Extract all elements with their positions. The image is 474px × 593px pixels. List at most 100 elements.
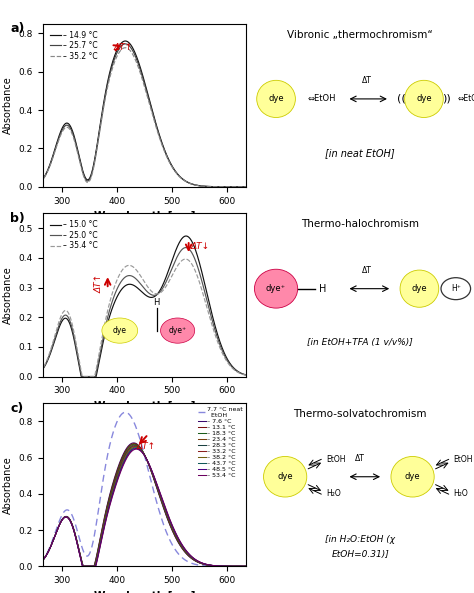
– 25.0 °C xyxy=(187,246,192,253)
Line: – 25.7 °C: – 25.7 °C xyxy=(40,44,249,187)
Text: [in H₂O:EtOH (χ: [in H₂O:EtOH (χ xyxy=(325,535,395,544)
Ellipse shape xyxy=(255,269,298,308)
– 35.2 °C xyxy=(127,46,132,53)
Text: Thermo-halochromism: Thermo-halochromism xyxy=(301,219,419,229)
Y-axis label: Absorbance: Absorbance xyxy=(3,456,13,514)
– 35.2 °C xyxy=(218,183,224,190)
Ellipse shape xyxy=(161,318,195,343)
Text: ⇔EtOH: ⇔EtOH xyxy=(308,94,337,103)
Line: – 35.4 °C: – 35.4 °C xyxy=(40,259,249,377)
Text: dye: dye xyxy=(268,94,284,103)
– 14.9 °C xyxy=(195,182,201,189)
Text: [in EtOH+TFA (1 v/v%)]: [in EtOH+TFA (1 v/v%)] xyxy=(307,338,413,347)
Text: EtOH: EtOH xyxy=(326,455,346,464)
Y-axis label: Absorbance: Absorbance xyxy=(3,266,13,324)
Text: ΔT↑: ΔT↑ xyxy=(113,43,132,52)
– 14.9 °C xyxy=(37,178,43,186)
Text: ⇔EtOH: ⇔EtOH xyxy=(458,94,474,103)
– 14.9 °C xyxy=(122,37,128,44)
– 25.7 °C xyxy=(218,183,224,190)
Text: ΔT↑: ΔT↑ xyxy=(95,273,104,292)
– 25.0 °C xyxy=(218,344,224,351)
Text: c): c) xyxy=(10,401,23,415)
Legend: – 14.9 °C, – 25.7 °C, – 35.2 °C: – 14.9 °C, – 25.7 °C, – 35.2 °C xyxy=(46,27,101,63)
– 14.9 °C xyxy=(91,157,97,164)
Text: dye⁺: dye⁺ xyxy=(169,326,187,335)
– 25.7 °C xyxy=(37,179,43,186)
– 25.0 °C xyxy=(60,314,65,321)
– 35.4 °C xyxy=(60,309,65,316)
X-axis label: Wavelength [nm]: Wavelength [nm] xyxy=(94,211,195,221)
Text: ΔT: ΔT xyxy=(362,76,372,85)
– 35.2 °C xyxy=(122,44,128,51)
Text: [in neat EtOH]: [in neat EtOH] xyxy=(326,148,395,158)
– 25.0 °C xyxy=(183,244,189,251)
Circle shape xyxy=(441,278,471,299)
– 15.0 °C xyxy=(195,254,201,262)
Text: dye: dye xyxy=(277,472,293,482)
Ellipse shape xyxy=(257,80,295,117)
Text: H: H xyxy=(319,283,327,294)
– 35.4 °C xyxy=(187,257,192,264)
Ellipse shape xyxy=(264,457,307,497)
– 25.7 °C xyxy=(91,159,97,166)
– 35.2 °C xyxy=(186,180,192,187)
Line: – 14.9 °C: – 14.9 °C xyxy=(40,41,249,187)
– 15.0 °C xyxy=(79,373,84,380)
– 15.0 °C xyxy=(246,372,252,379)
Ellipse shape xyxy=(405,80,443,117)
Text: ΔT↑: ΔT↑ xyxy=(137,442,156,451)
Ellipse shape xyxy=(400,270,439,307)
– 15.0 °C xyxy=(218,342,224,349)
– 25.7 °C xyxy=(195,182,201,189)
Ellipse shape xyxy=(391,457,434,497)
Text: b): b) xyxy=(10,212,25,225)
X-axis label: Wavelength [nm]: Wavelength [nm] xyxy=(94,591,195,593)
– 15.0 °C xyxy=(183,232,189,240)
– 14.9 °C xyxy=(60,123,65,130)
Ellipse shape xyxy=(102,318,137,343)
X-axis label: Wavelength [nm]: Wavelength [nm] xyxy=(94,401,195,411)
– 25.7 °C xyxy=(122,40,128,47)
Text: EtOH=0.31)]: EtOH=0.31)] xyxy=(331,550,389,559)
– 25.0 °C xyxy=(127,272,132,279)
– 25.0 °C xyxy=(195,264,201,272)
– 35.4 °C xyxy=(92,373,98,380)
– 14.9 °C xyxy=(186,180,192,187)
Text: Thermo-solvatochromism: Thermo-solvatochromism xyxy=(293,409,427,419)
Text: H: H xyxy=(154,298,160,307)
– 15.0 °C xyxy=(92,373,98,380)
– 35.4 °C xyxy=(37,368,43,375)
Text: ΔT: ΔT xyxy=(362,266,372,275)
Text: dye⁺: dye⁺ xyxy=(266,284,286,293)
Legend: 7.7 °C neat
  EtOH, – 7.6 °C, – 13.1 °C, – 18.3 °C, – 23.4 °C, – 28.3 °C, – 33.2: 7.7 °C neat EtOH, – 7.6 °C, – 13.1 °C, –… xyxy=(196,405,246,480)
Line: – 35.2 °C: – 35.2 °C xyxy=(40,47,249,187)
– 14.9 °C xyxy=(246,183,252,190)
– 35.4 °C xyxy=(246,372,252,380)
Legend: – 15.0 °C, – 25.0 °C, – 35.4 °C: – 15.0 °C, – 25.0 °C, – 35.4 °C xyxy=(46,217,101,253)
– 35.4 °C xyxy=(182,256,188,263)
Text: ((: (( xyxy=(397,94,406,104)
– 14.9 °C xyxy=(218,183,224,190)
Line: – 25.0 °C: – 25.0 °C xyxy=(40,247,249,377)
Text: dye: dye xyxy=(411,284,427,293)
– 25.0 °C xyxy=(246,372,252,379)
Text: EtOH: EtOH xyxy=(454,455,473,464)
– 35.2 °C xyxy=(246,183,252,190)
– 35.4 °C xyxy=(80,373,85,380)
Text: ΔT: ΔT xyxy=(356,454,365,463)
Text: Vibronic „thermochromism“: Vibronic „thermochromism“ xyxy=(287,30,433,40)
– 15.0 °C xyxy=(60,317,65,324)
– 35.2 °C xyxy=(91,160,97,167)
– 35.4 °C xyxy=(218,347,224,354)
– 35.2 °C xyxy=(195,182,201,189)
Text: dye: dye xyxy=(113,326,127,335)
– 25.0 °C xyxy=(37,368,43,375)
– 25.0 °C xyxy=(92,373,98,380)
Y-axis label: Absorbance: Absorbance xyxy=(3,76,13,134)
Text: dye: dye xyxy=(405,472,420,482)
– 25.7 °C xyxy=(186,180,192,187)
– 35.2 °C xyxy=(37,179,43,186)
– 35.4 °C xyxy=(195,275,201,282)
Text: a): a) xyxy=(10,22,25,35)
